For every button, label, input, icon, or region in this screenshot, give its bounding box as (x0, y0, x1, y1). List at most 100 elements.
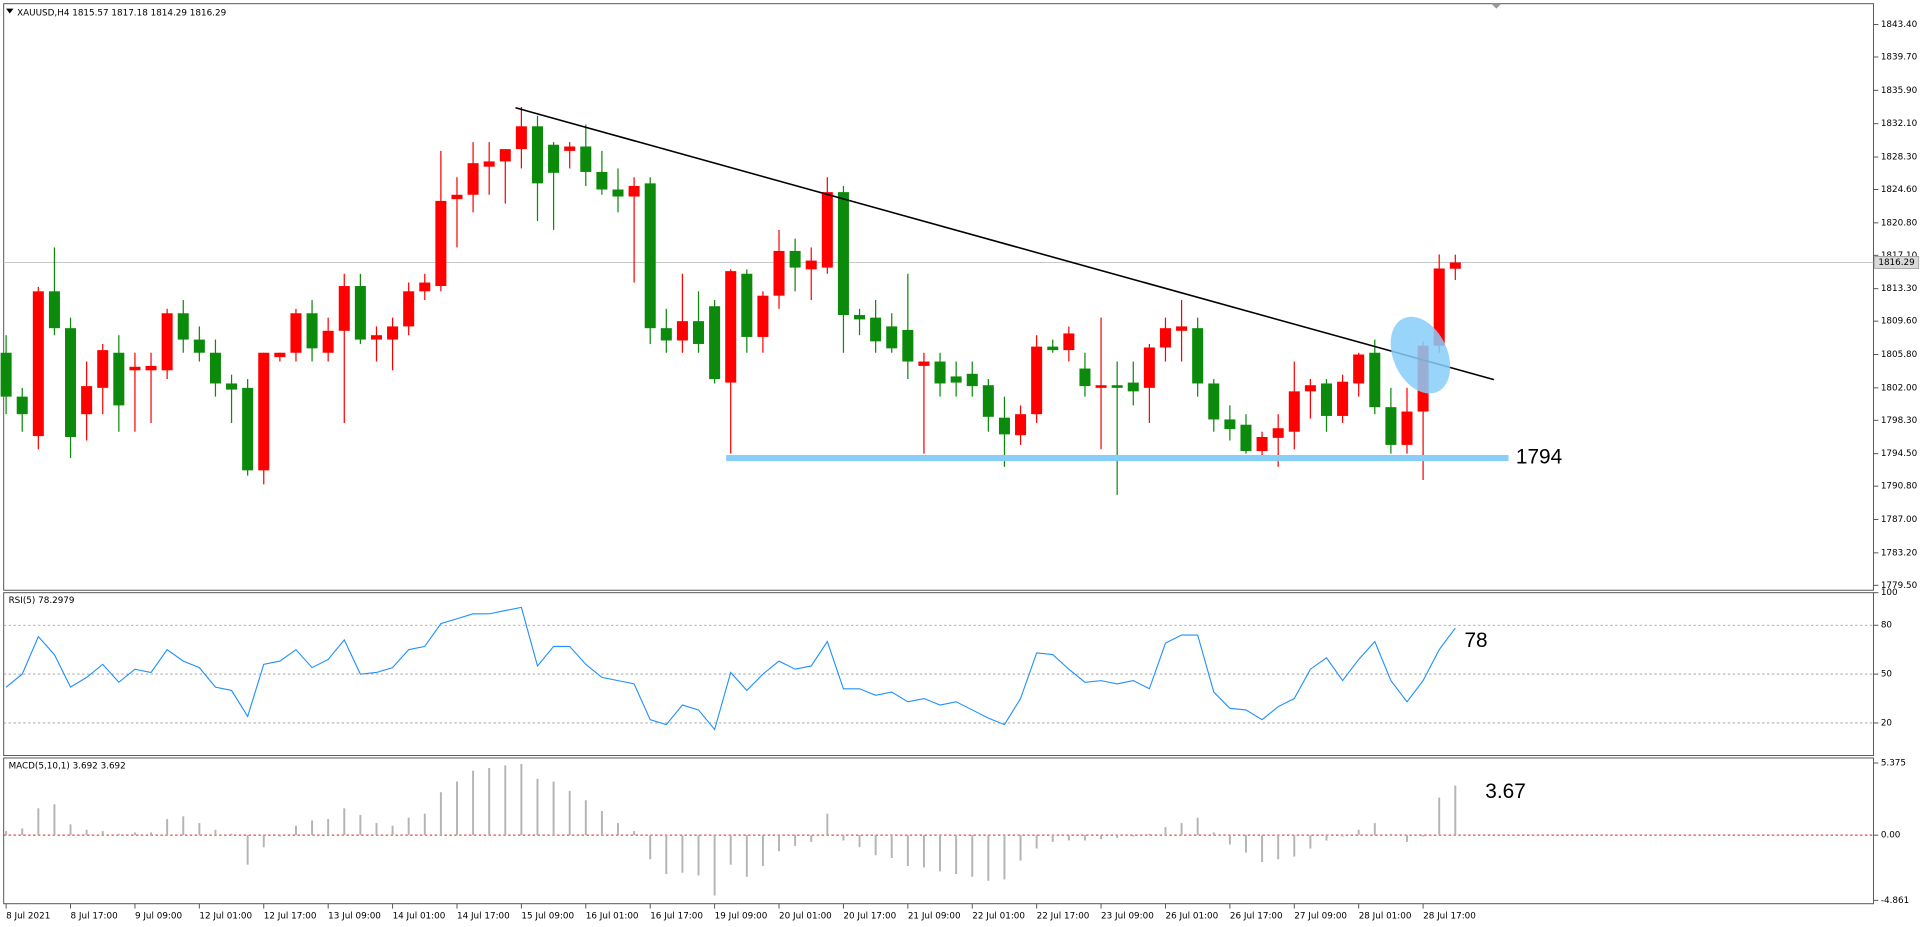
candle-body (902, 329, 914, 362)
rsi-line (5, 606, 1456, 731)
y-tick-label: 1783.20 (1881, 548, 1918, 558)
candle-body (1320, 383, 1332, 416)
candle-body (1433, 268, 1445, 346)
y-tick-label: 1832.10 (1881, 119, 1918, 129)
macd-main: 3.692 (73, 761, 98, 771)
candle-body (660, 328, 672, 341)
candle-body (1353, 354, 1365, 384)
candle-body (290, 313, 302, 353)
candle-body (1159, 328, 1171, 348)
candle-body (97, 350, 109, 388)
candle-body (886, 326, 898, 349)
candle-body (644, 183, 656, 329)
candle-body (1401, 411, 1413, 445)
support-label: 1794 (1516, 446, 1562, 469)
rsi-annotation: 78 (1464, 629, 1487, 652)
menu-arrow (6, 8, 14, 14)
candle-body (580, 146, 592, 172)
close: 1816.29 (190, 8, 226, 18)
candle-body (1111, 385, 1123, 388)
price-pane (3, 3, 1874, 591)
x-tick-label: 8 Jul 2021 (6, 911, 50, 921)
high: 1817.18 (111, 8, 147, 18)
y-tick-label: 1824.60 (1881, 185, 1918, 195)
candle-body (1095, 385, 1107, 388)
candle-body (0, 352, 12, 397)
candle-body (435, 200, 447, 287)
y-tick-label: 5.375 (1881, 759, 1906, 769)
candle-body (837, 192, 849, 316)
candle-body (1047, 346, 1059, 351)
candle-body (1127, 382, 1139, 392)
candle-body (1449, 262, 1461, 269)
y-tick-label: 1820.80 (1881, 218, 1918, 228)
x-tick-label: 14 Jul 17:00 (457, 911, 510, 921)
candle-body (161, 313, 173, 371)
y-tick-label: 1779.50 (1881, 581, 1918, 591)
candle-body (113, 352, 125, 406)
candle-body (65, 328, 77, 437)
y-tick-label: 1813.30 (1881, 284, 1918, 294)
y-tick-label: 1787.00 (1881, 515, 1918, 525)
candle-body (1240, 424, 1252, 452)
candle-body (596, 171, 608, 190)
y-tick-label: 100 (1881, 588, 1898, 598)
candle-body (1063, 333, 1075, 351)
candle-body (1224, 419, 1236, 430)
candle-body (676, 321, 688, 341)
candle-body (193, 339, 205, 353)
x-tick-label: 22 Jul 01:00 (972, 911, 1025, 921)
macd-signal: 3.692 (101, 761, 126, 771)
rsi-last: 78.2979 (38, 596, 74, 606)
candle-body (950, 376, 962, 383)
x-tick-label: 28 Jul 01:00 (1359, 911, 1412, 921)
candle-body (129, 366, 141, 371)
y-tick-label: -4.861 (1881, 896, 1909, 906)
candle-body (1385, 407, 1397, 445)
candle-body (177, 313, 189, 340)
x-tick-label: 26 Jul 17:00 (1230, 911, 1283, 921)
symbol: XAUUSD,H4 (17, 8, 70, 18)
candle-body (821, 192, 833, 268)
candle-body (1143, 347, 1155, 388)
y-tick-label: 1790.80 (1881, 482, 1918, 492)
y-tick-label: 1794.50 (1881, 449, 1918, 459)
x-tick-label: 20 Jul 01:00 (779, 911, 832, 921)
x-tick-label: 20 Jul 17:00 (843, 911, 896, 921)
candle-body (805, 260, 817, 270)
candle-body (982, 385, 994, 417)
x-tick-label: 23 Jul 09:00 (1101, 911, 1154, 921)
candle-body (741, 273, 753, 337)
bid-label: 1816.29 (1878, 258, 1914, 268)
y-tick-label: 1809.60 (1881, 317, 1918, 327)
x-tick-label: 12 Jul 17:00 (264, 911, 317, 921)
x-tick-label: 8 Jul 17:00 (71, 911, 119, 921)
candle-body (870, 317, 882, 342)
candle-body (773, 250, 785, 296)
candle-body (387, 326, 399, 340)
candle-body (1288, 391, 1300, 432)
candle-body (451, 194, 463, 200)
y-tick-label: 1839.70 (1881, 52, 1918, 62)
x-tick-label: 28 Jul 17:00 (1423, 911, 1476, 921)
candle-body (1015, 414, 1027, 436)
candle-body (226, 383, 238, 390)
y-tick-label: 1835.90 (1881, 86, 1918, 96)
y-tick-label: 1805.80 (1881, 350, 1918, 360)
low: 1814.29 (151, 8, 187, 18)
y-tick-label: 1802.00 (1881, 383, 1918, 393)
candle-body (1208, 383, 1220, 420)
candle-body (145, 365, 157, 371)
x-tick-label: 19 Jul 09:00 (715, 911, 768, 921)
x-tick-label: 26 Jul 01:00 (1165, 911, 1218, 921)
candle-body (966, 373, 978, 387)
candle-body (757, 295, 769, 337)
x-tick-label: 22 Jul 17:00 (1037, 911, 1090, 921)
candle-body (1256, 436, 1268, 452)
macd-title: MACD(5,10,1) (9, 761, 70, 771)
y-tick-label: 80 (1881, 621, 1893, 631)
candle-body (1192, 328, 1204, 384)
candle-body (403, 291, 415, 327)
y-tick-label: 1828.30 (1881, 153, 1918, 163)
candle-body (1337, 381, 1349, 416)
